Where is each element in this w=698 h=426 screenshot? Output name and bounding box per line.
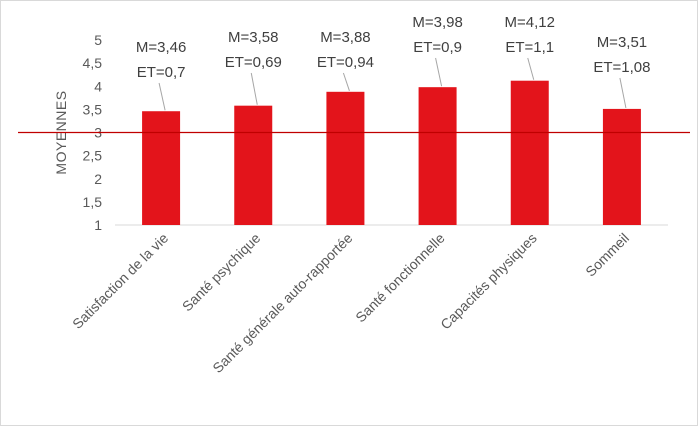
data-label-mean: M=3,98 <box>412 14 462 31</box>
data-label-mean: M=3,46 <box>136 39 186 56</box>
data-label-sd: ET=0,7 <box>137 64 186 81</box>
data-label-mean: M=4,12 <box>505 14 555 31</box>
data-label-sd: ET=0,9 <box>413 39 462 56</box>
y-tick-label: 2 <box>94 171 102 187</box>
x-tick-label: Santé psychique <box>179 230 264 315</box>
leader-line <box>435 57 443 87</box>
x-tick-label: Santé fonctionnelle <box>352 230 448 326</box>
category-labels: Satisfaction de la vie Santé psychique San… <box>69 230 632 376</box>
data-label-sd: ET=1,08 <box>593 59 650 76</box>
bar <box>602 108 641 225</box>
bars <box>142 80 641 225</box>
bar <box>142 111 181 225</box>
y-tick-label: 2,5 <box>83 148 103 164</box>
data-label-mean: M=3,51 <box>597 34 647 51</box>
data-label-sd: ET=0,94 <box>317 54 374 71</box>
y-tick-label: 3,5 <box>83 101 103 117</box>
leader-line <box>527 57 535 80</box>
x-tick-label: Sommeil <box>582 230 632 280</box>
data-label-mean: M=3,58 <box>228 29 278 46</box>
x-tick-label: Satisfaction de la vie <box>69 230 171 332</box>
bar <box>510 80 549 225</box>
y-tick-label: 1,5 <box>83 194 103 210</box>
leader-line <box>619 77 627 109</box>
bar <box>418 87 457 225</box>
y-axis: 11,522,533,544,55 <box>83 32 668 233</box>
bar <box>234 105 273 225</box>
bar <box>326 91 365 225</box>
data-label-sd: ET=1,1 <box>505 39 554 56</box>
leader-lines <box>158 57 627 111</box>
data-label-sd: ET=0,69 <box>225 54 282 71</box>
leader-line <box>158 82 166 111</box>
y-tick-label: 1 <box>94 217 102 233</box>
leader-line <box>342 72 350 91</box>
y-tick-label: 5 <box>94 32 102 48</box>
y-tick-label: 4 <box>94 78 102 94</box>
y-tick-label: 4,5 <box>83 55 103 71</box>
leader-line <box>250 72 258 105</box>
data-labels: M=3,46 ET=0,7 M=3,58 ET=0,69 M=3,88 ET=0,94 M=… <box>136 14 651 81</box>
data-label-mean: M=3,88 <box>320 29 370 46</box>
x-tick-label: Capacités physiques <box>437 230 540 333</box>
